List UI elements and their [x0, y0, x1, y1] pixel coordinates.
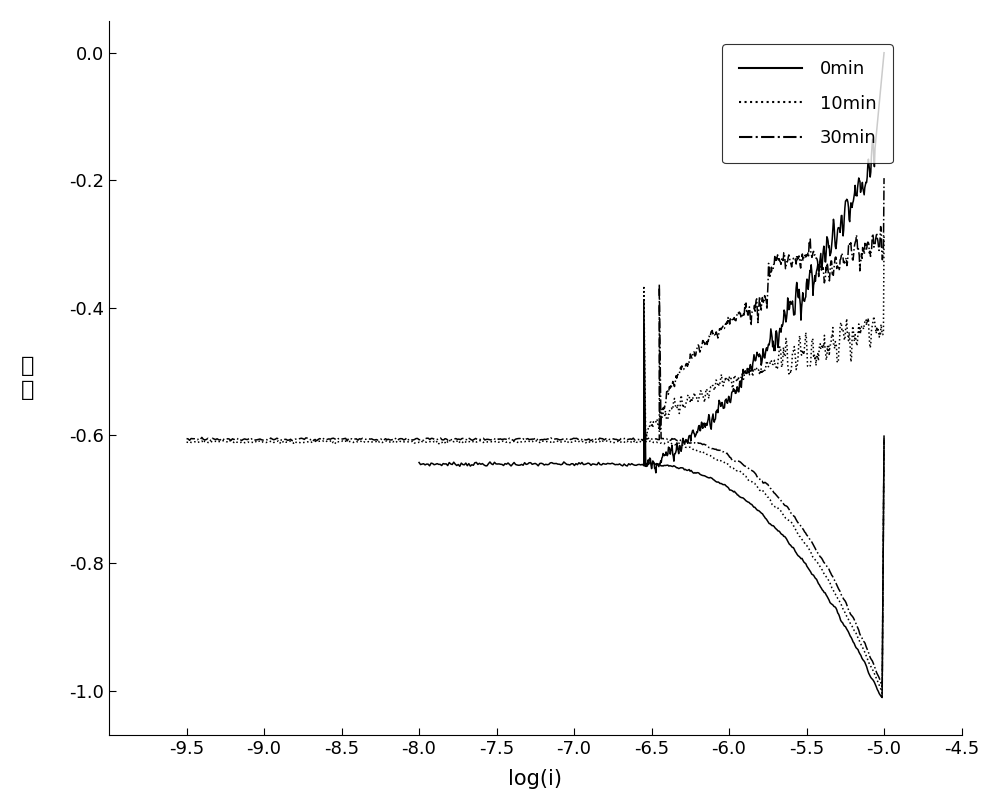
- 10min: [638, 281, 650, 291]
- 30min: [729, 457, 741, 467]
- 0min: [485, 459, 497, 469]
- 30min: [251, 435, 263, 445]
- X-axis label: log(i): log(i): [508, 770, 562, 789]
- 10min: [716, 456, 728, 466]
- 0min: [609, 460, 621, 470]
- 30min: [653, 279, 665, 289]
- 10min: [878, 433, 890, 443]
- 0min: [774, 527, 786, 537]
- 30min: [802, 532, 814, 542]
- 30min: [181, 433, 193, 443]
- Line: 0min: 0min: [419, 301, 884, 697]
- 30min: [815, 552, 827, 562]
- 10min: [181, 437, 193, 447]
- 0min: [876, 693, 888, 702]
- 30min: [701, 441, 713, 451]
- Legend: 0min, 10min, 30min: 0min, 10min, 30min: [722, 45, 893, 163]
- Y-axis label: 电
位: 电 位: [21, 356, 34, 399]
- 10min: [815, 564, 827, 573]
- 10min: [503, 438, 515, 448]
- 10min: [876, 688, 888, 698]
- 30min: [878, 430, 890, 440]
- 30min: [876, 682, 888, 692]
- Line: 10min: 10min: [187, 286, 884, 693]
- Line: 30min: 30min: [187, 284, 884, 687]
- 10min: [242, 437, 254, 446]
- 0min: [878, 436, 890, 446]
- 0min: [736, 492, 748, 502]
- 0min: [772, 526, 784, 535]
- 0min: [413, 458, 425, 467]
- 0min: [638, 296, 650, 305]
- 10min: [563, 437, 575, 446]
- 10min: [816, 565, 828, 575]
- 30min: [187, 434, 199, 444]
- 0min: [646, 458, 658, 468]
